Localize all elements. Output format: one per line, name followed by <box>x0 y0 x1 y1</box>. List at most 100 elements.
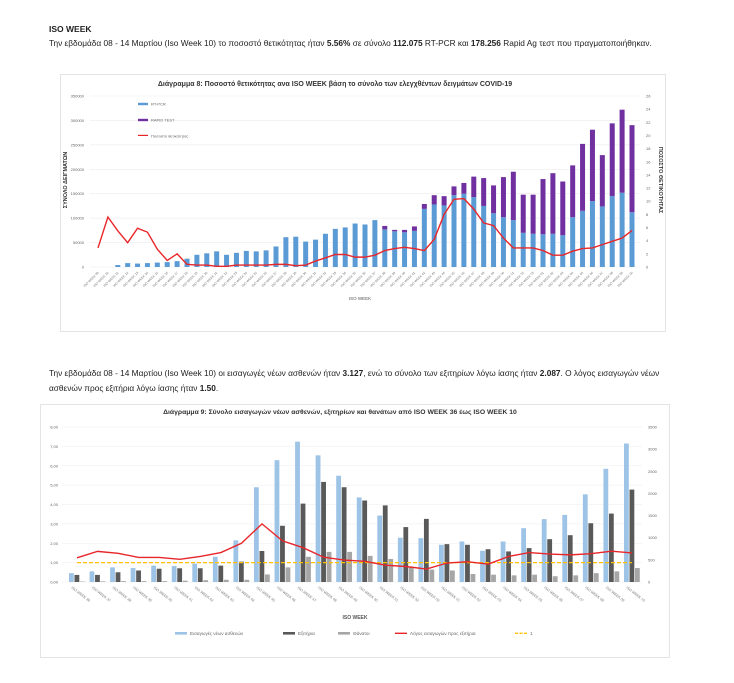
bar-rtpcr <box>352 223 358 267</box>
bar-rtpcr <box>224 254 230 267</box>
bar-discharges <box>588 523 594 582</box>
bar-rtpcr <box>243 250 249 267</box>
bar-admissions <box>151 565 157 582</box>
x-tick-label: ISO WEEK 47 <box>296 586 316 603</box>
bar-rtpcr <box>431 204 437 267</box>
bar-admissions <box>274 460 280 582</box>
bar-discharges <box>300 503 306 582</box>
bar-rtpcr <box>362 224 368 267</box>
bar-discharges <box>382 505 388 582</box>
x-tick-label: ISO WEEK 46 <box>276 586 296 603</box>
bar-rapid-test <box>441 196 447 206</box>
bar-rtpcr <box>332 228 338 267</box>
bar-discharges <box>423 518 429 582</box>
x-tick-label: ISO WEEK 44 <box>235 586 255 603</box>
bar-discharges <box>259 551 265 582</box>
bar-admissions <box>439 544 444 582</box>
legend-label: RAPID TEST <box>151 118 175 123</box>
bar-deaths <box>347 551 353 582</box>
chart-title: Διάγραμμα 9: Σύνολο εισαγωγών νέων ασθεν… <box>163 408 517 416</box>
text: . Ο λόγος εισαγωγών νέων ασθενών προς εξ… <box>49 368 660 393</box>
y2-tick-label: 2500 <box>648 469 658 474</box>
x-tick-label: ISO WEEK 38 <box>111 586 131 603</box>
x-tick-label: ISO WEEK 53 <box>420 586 440 603</box>
y-tick-label: 6,00 <box>50 463 59 468</box>
bar-discharges <box>280 525 285 582</box>
bar-rtpcr <box>451 195 457 267</box>
legend-swatch <box>283 632 295 635</box>
bar-discharges <box>177 568 183 582</box>
y-tick-label: 8,00 <box>50 425 59 430</box>
bar-discharges <box>608 513 614 582</box>
bar-discharges <box>218 565 224 582</box>
positivity-summary: Την εβδομάδα 08 - 14 Μαρτίου (Iso Week 1… <box>49 36 674 51</box>
y2-tick-label: 6 <box>646 225 649 230</box>
bar-rapid-test <box>550 173 556 234</box>
bar-rapid-test <box>431 195 437 205</box>
bar-admissions <box>541 519 547 582</box>
bar-rtpcr <box>421 208 427 267</box>
x-tick-label: ISO WEEK 49 <box>338 586 358 603</box>
bar-rapid-test <box>619 109 625 193</box>
admissions-count: 3.127 <box>342 368 364 378</box>
y-tick-label: 350000 <box>71 94 85 99</box>
bar-deaths <box>121 581 126 582</box>
bar-rapid-test <box>481 178 487 206</box>
x-tick-label: ISO WEEK 48 <box>317 586 337 603</box>
bar-admissions <box>582 494 588 582</box>
bar-rtpcr <box>510 220 516 267</box>
bar-rapid-test <box>530 194 536 234</box>
text: Την εβδομάδα 08 - 14 Μαρτίου (Iso Week 1… <box>49 38 327 48</box>
bar-admissions <box>336 475 342 582</box>
bar-rtpcr <box>263 250 269 267</box>
bar-rtpcr <box>491 213 497 267</box>
bar-deaths <box>470 574 476 582</box>
bar-rtpcr <box>520 232 526 267</box>
bar-rtpcr <box>233 252 239 267</box>
bar-deaths <box>100 581 106 582</box>
y2-tick-label: 3500 <box>648 425 658 430</box>
x-tick-label: ISO WEEK 02 <box>461 586 481 603</box>
legend-label: Λόγος εισαγωγών προς εξιτήρια <box>410 630 476 637</box>
legend-label: Εισαγωγές νέων ασθενών <box>190 630 244 636</box>
y-tick-label: 0,00 <box>50 580 59 585</box>
bar-rtpcr <box>204 253 210 267</box>
bar-admissions <box>171 566 177 582</box>
x-tick-label: ISO WEEK 41 <box>173 586 193 603</box>
bar-rtpcr <box>599 206 605 267</box>
bar-rapid-test <box>629 125 635 213</box>
bar-rtpcr <box>293 236 299 267</box>
bar-deaths <box>367 555 373 582</box>
bar-admissions <box>110 567 115 582</box>
y2-tick-label: 20 <box>646 133 651 138</box>
y-tick-label: 150000 <box>71 191 85 196</box>
bar-deaths <box>552 576 558 582</box>
bar-discharges <box>238 561 244 582</box>
y-tick-label: 5,00 <box>50 483 59 488</box>
x-tick-label: ISO WEEK 10 <box>625 586 645 603</box>
section-title: ISO WEEK <box>49 24 92 34</box>
x-tick-label: ISO WEEK 04 <box>502 586 522 603</box>
bar-deaths <box>593 573 599 582</box>
bar-admissions <box>624 443 629 582</box>
x-tick-label: ISO WEEK 42 <box>194 586 214 603</box>
bar-deaths <box>265 574 270 582</box>
bar-rtpcr <box>441 205 447 267</box>
bar-rtpcr <box>500 217 506 267</box>
bar-rtpcr <box>382 229 388 267</box>
bar-rapid-test <box>510 171 516 221</box>
bar-rapid-test <box>491 185 497 214</box>
bar-discharges <box>362 500 368 582</box>
bar-admissions <box>500 541 506 582</box>
y2-tick-label: 2000 <box>648 491 658 496</box>
bar-rtpcr <box>313 239 319 267</box>
legend-swatch <box>138 118 148 122</box>
y-tick-label: 7,00 <box>50 444 59 449</box>
y2-tick-label: 12 <box>646 186 651 191</box>
x-axis-label: ISO WEEK <box>349 296 371 301</box>
bar-discharges <box>629 489 635 582</box>
y-tick-label: 50000 <box>73 240 85 245</box>
bar-rapid-test <box>599 155 605 207</box>
bar-rapid-test <box>471 176 477 198</box>
text: σε σύνολο <box>350 38 394 48</box>
